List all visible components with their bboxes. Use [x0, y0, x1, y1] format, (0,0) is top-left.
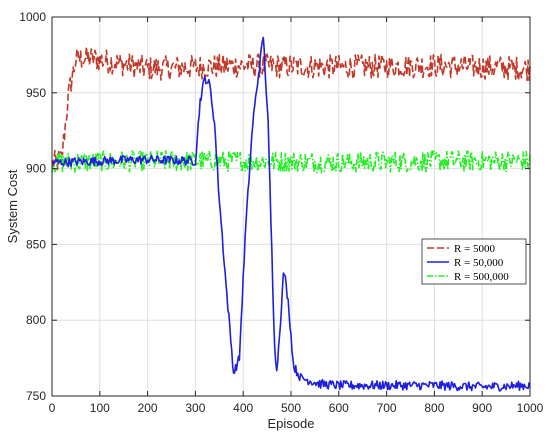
y-axis-title: System Cost	[5, 169, 20, 243]
y-tick-label: 750	[26, 389, 46, 403]
x-tick-label: 0	[49, 401, 56, 415]
x-tick-label: 100	[90, 401, 110, 415]
x-axis-title: Episode	[268, 416, 315, 431]
x-tick-label: 500	[281, 401, 301, 415]
legend-label: R = 50,000	[454, 257, 504, 269]
y-tick-label: 850	[26, 237, 46, 251]
x-tick-label: 300	[185, 401, 205, 415]
x-tick-label: 700	[377, 401, 397, 415]
legend: R = 5000 R = 50,000 R = 500,000	[421, 238, 527, 285]
series-line	[51, 36, 531, 392]
x-tick-label: 400	[233, 401, 253, 415]
series-line	[51, 46, 531, 171]
legend-label: R = 500,000	[454, 271, 509, 283]
legend-label: R = 5000	[454, 243, 496, 255]
x-tick-label: 600	[329, 401, 349, 415]
x-tick-label: 800	[424, 401, 444, 415]
y-tick-label: 900	[26, 162, 46, 176]
x-tick-label: 200	[138, 401, 158, 415]
y-tick-label: 1000	[19, 10, 46, 24]
x-tick-label: 900	[472, 401, 492, 415]
y-tick-label: 950	[26, 86, 46, 100]
y-tick-label: 800	[26, 313, 46, 327]
x-tick-label: 1000	[517, 401, 544, 415]
